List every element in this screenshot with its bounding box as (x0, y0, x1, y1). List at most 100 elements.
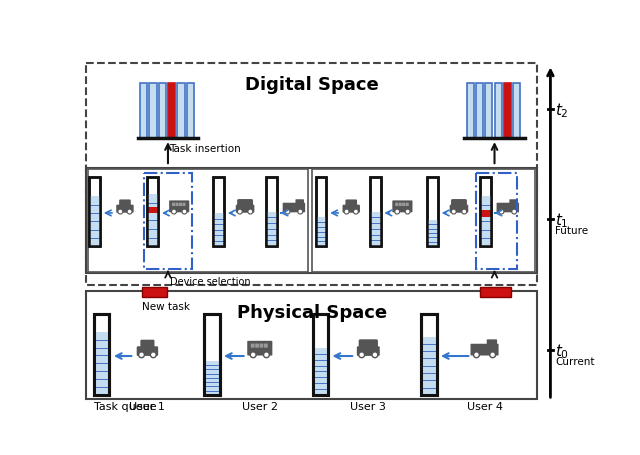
Bar (421, 314, 436, 395)
FancyBboxPatch shape (264, 344, 268, 348)
Bar (147, 195, 158, 247)
FancyBboxPatch shape (175, 203, 179, 207)
Text: Task insertion: Task insertion (170, 144, 241, 154)
Bar (480, 177, 491, 247)
Circle shape (285, 210, 290, 214)
Bar (495, 84, 502, 139)
Text: Digital Space: Digital Space (245, 76, 379, 94)
Bar (204, 361, 220, 395)
Bar (316, 177, 326, 247)
Bar (149, 84, 157, 139)
Circle shape (355, 211, 357, 213)
FancyBboxPatch shape (283, 203, 305, 213)
Circle shape (265, 354, 268, 356)
Bar (480, 211, 491, 217)
FancyBboxPatch shape (119, 200, 131, 208)
Bar (147, 177, 158, 247)
Bar (86, 64, 537, 285)
FancyBboxPatch shape (140, 340, 154, 349)
FancyBboxPatch shape (346, 200, 357, 208)
Circle shape (513, 211, 515, 213)
Bar (86, 168, 537, 273)
Bar (204, 314, 220, 395)
Bar (480, 197, 491, 247)
Circle shape (152, 354, 155, 356)
Circle shape (172, 210, 176, 214)
Bar (168, 84, 175, 139)
FancyBboxPatch shape (342, 205, 360, 213)
FancyBboxPatch shape (179, 203, 182, 207)
FancyBboxPatch shape (470, 344, 499, 356)
Bar (213, 213, 224, 247)
Bar (90, 177, 100, 247)
FancyBboxPatch shape (399, 203, 402, 207)
FancyBboxPatch shape (451, 200, 467, 208)
Text: $t_0$: $t_0$ (555, 341, 569, 360)
Circle shape (512, 210, 516, 214)
Bar (421, 314, 436, 395)
FancyBboxPatch shape (247, 341, 273, 356)
Bar (90, 197, 100, 247)
Circle shape (182, 210, 187, 214)
Bar (370, 177, 381, 247)
FancyBboxPatch shape (172, 203, 175, 207)
Circle shape (173, 211, 175, 213)
FancyBboxPatch shape (251, 344, 255, 348)
FancyBboxPatch shape (296, 200, 304, 206)
Bar (370, 212, 381, 247)
FancyBboxPatch shape (357, 347, 380, 356)
Bar (476, 174, 517, 269)
Circle shape (346, 211, 348, 213)
Bar (312, 314, 328, 395)
FancyBboxPatch shape (236, 205, 254, 213)
FancyBboxPatch shape (260, 344, 263, 348)
Circle shape (372, 352, 378, 358)
FancyBboxPatch shape (169, 201, 189, 213)
Circle shape (248, 210, 253, 214)
Circle shape (127, 210, 132, 214)
FancyBboxPatch shape (392, 201, 412, 213)
Circle shape (239, 211, 241, 213)
Bar (312, 314, 328, 395)
Bar (213, 177, 224, 247)
Text: User 2: User 2 (242, 401, 278, 411)
FancyBboxPatch shape (182, 203, 186, 207)
Circle shape (139, 352, 145, 358)
Circle shape (500, 211, 502, 213)
Circle shape (374, 354, 376, 356)
Bar (312, 348, 328, 395)
Bar (143, 174, 193, 269)
Circle shape (451, 210, 456, 214)
FancyBboxPatch shape (358, 339, 378, 350)
Bar (428, 177, 438, 247)
Bar (213, 177, 224, 247)
Text: Future: Future (555, 226, 588, 236)
FancyBboxPatch shape (255, 344, 259, 348)
Bar (480, 177, 491, 247)
Bar (421, 337, 436, 395)
Circle shape (452, 211, 455, 213)
Bar (147, 208, 158, 214)
Circle shape (250, 352, 256, 358)
Text: User 4: User 4 (467, 401, 502, 411)
Bar (513, 84, 520, 139)
Circle shape (395, 210, 399, 214)
FancyBboxPatch shape (137, 347, 158, 356)
Bar (480, 288, 511, 298)
Bar (316, 177, 326, 247)
Circle shape (299, 211, 301, 213)
Circle shape (462, 210, 467, 214)
Bar (428, 177, 438, 247)
FancyBboxPatch shape (116, 205, 134, 213)
Circle shape (396, 211, 398, 213)
Bar (316, 217, 326, 247)
Text: User 1: User 1 (129, 401, 165, 411)
Circle shape (129, 211, 131, 213)
Bar (428, 220, 438, 247)
Bar (88, 170, 308, 272)
Bar (94, 314, 109, 395)
Circle shape (359, 352, 365, 358)
Circle shape (406, 211, 409, 213)
Circle shape (475, 354, 478, 356)
Bar (312, 170, 535, 272)
